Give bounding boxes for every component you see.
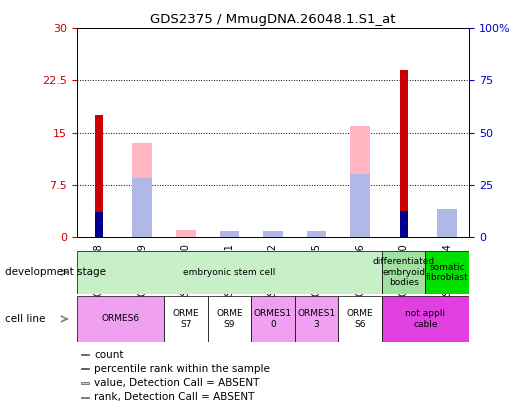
Text: ORME
S6: ORME S6 (347, 309, 374, 328)
Text: rank, Detection Call = ABSENT: rank, Detection Call = ABSENT (94, 392, 255, 402)
Text: ORMES1
3: ORMES1 3 (297, 309, 335, 328)
Bar (77, 251, 382, 294)
Bar (95, 115, 103, 237)
Bar (251, 296, 295, 342)
Bar (437, 228, 457, 237)
Bar (295, 296, 338, 342)
Text: somatic
fibroblast: somatic fibroblast (426, 263, 469, 282)
Bar (263, 235, 283, 237)
Bar (164, 296, 208, 342)
Bar (307, 231, 326, 237)
Bar (338, 296, 382, 342)
Bar (350, 174, 370, 237)
Text: ORMES6: ORMES6 (101, 314, 139, 324)
Bar (382, 251, 426, 294)
Bar (176, 230, 196, 237)
Bar (400, 211, 408, 237)
Bar (437, 209, 457, 237)
Text: count: count (94, 350, 124, 360)
Bar (219, 234, 239, 237)
Text: value, Detection Call = ABSENT: value, Detection Call = ABSENT (94, 378, 260, 388)
Bar (350, 126, 370, 237)
Text: not appli
cable: not appli cable (405, 309, 446, 328)
Bar (95, 212, 103, 237)
Bar (81, 354, 89, 355)
Text: ORME
S7: ORME S7 (172, 309, 199, 328)
Bar (400, 70, 408, 237)
Bar (77, 296, 164, 342)
Bar (382, 296, 469, 342)
Bar (81, 396, 89, 398)
Bar (263, 231, 283, 237)
Bar (426, 251, 469, 294)
Text: development stage: development stage (5, 267, 107, 277)
Text: cell line: cell line (5, 314, 46, 324)
Bar (132, 143, 152, 237)
Bar (208, 296, 251, 342)
Title: GDS2375 / MmugDNA.26048.1.S1_at: GDS2375 / MmugDNA.26048.1.S1_at (150, 13, 396, 26)
Bar (81, 368, 89, 369)
Text: ORME
S9: ORME S9 (216, 309, 243, 328)
Text: ORMES1
0: ORMES1 0 (254, 309, 292, 328)
Bar (81, 382, 89, 384)
Bar (132, 178, 152, 237)
Text: differentiated
embryoid
bodies: differentiated embryoid bodies (373, 258, 435, 287)
Text: percentile rank within the sample: percentile rank within the sample (94, 364, 270, 374)
Text: embryonic stem cell: embryonic stem cell (183, 268, 276, 277)
Bar (307, 233, 326, 237)
Bar (219, 231, 239, 237)
